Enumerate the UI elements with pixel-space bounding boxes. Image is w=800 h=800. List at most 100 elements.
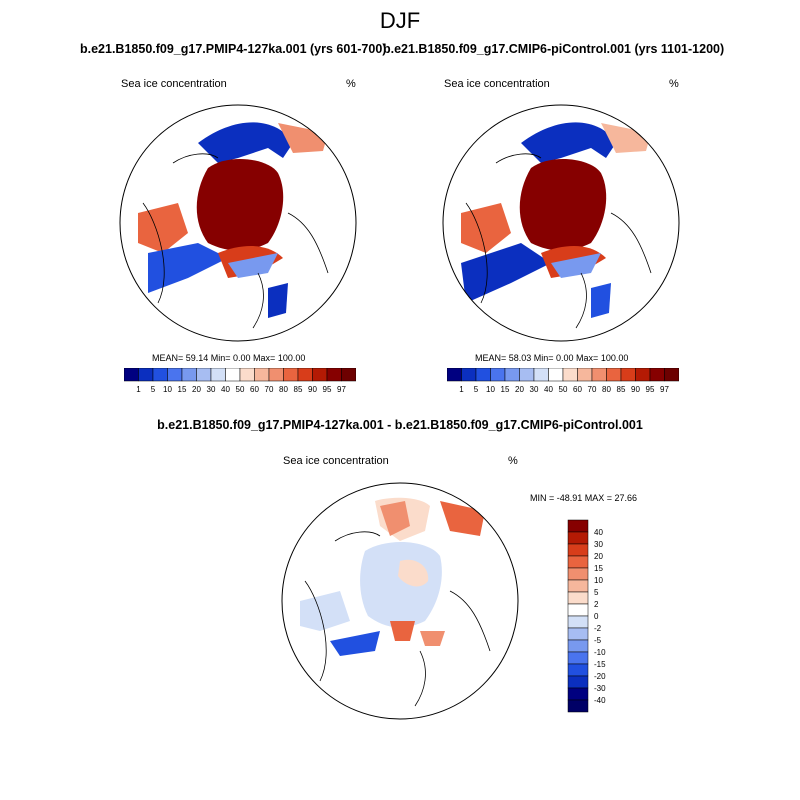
panel1-colorbar-box [138,368,154,382]
panel2-colorbar-label: 90 [631,385,640,394]
panel3-colorbar-label: -40 [594,696,606,705]
panel2-stats: MEAN= 58.03 Min= 0.00 Max= 100.00 [475,353,629,363]
panel3-colorbar-box [567,531,589,545]
panel2-colorbar-box [548,368,564,382]
panel2-colorbar-label: 40 [544,385,553,394]
panel3-colorbar-box [567,579,589,593]
panel3-title: b.e21.B1850.f09_g17.PMIP4-127ka.001 - b.… [157,418,643,432]
panel3-colorbar-box [567,555,589,569]
panel1-title: b.e21.B1850.f09_g17.PMIP4-127ka.001 (yrs… [80,42,387,56]
panel1-ice-labrador [148,243,228,293]
panel2-colorbar-label: 80 [602,385,611,394]
panel2-colorbar-box [620,368,636,382]
panel3-colorbar-box [567,687,589,701]
panel3-colorbar-label: 40 [594,528,603,537]
panel2-colorbar-box [490,368,506,382]
panel3-colorbar-box [567,543,589,557]
panel1-colorbar-box [225,368,241,382]
panel3-colorbar-box [567,519,589,533]
panel2-colorbar-label: 97 [660,385,669,394]
panel2-colorbar-box [562,368,578,382]
panel1-colorbar-label: 70 [265,385,274,394]
panel2-title: b.e21.B1850.f09_g17.CMIP6-piControl.001 … [383,42,725,56]
panel2-colorbar-box [461,368,477,382]
panel1-colorbar-label: 80 [279,385,288,394]
panel1-colorbar-label: 40 [221,385,230,394]
panel1-colorbar-box [268,368,284,382]
panel3-colorbar-box [567,663,589,677]
panel1-colorbar-box [181,368,197,382]
panel3-colorbar-label: -30 [594,684,606,693]
panel1-colorbar-label: 10 [163,385,172,394]
panel2-variable-label: Sea ice concentration [444,78,550,90]
panel2-colorbar-box [664,368,679,382]
panel1-colorbar-label: 5 [151,385,156,394]
panel3-stats: MIN = -48.91 MAX = 27.66 [530,493,638,503]
panel2-colorbar-box [577,368,593,382]
panel1-colorbar-box [239,368,255,382]
panel1-units-label: % [346,78,356,90]
panel2-colorbar-label: 30 [530,385,539,394]
figure-title: DJF [379,8,421,33]
panel3-colorbar-box [567,615,589,629]
panel1-colorbar-label: 50 [236,385,245,394]
panel3-colorbar-box [567,675,589,689]
panel1-stats: MEAN= 59.14 Min= 0.00 Max= 100.00 [152,353,306,363]
panel2-colorbar-box [504,368,520,382]
panel3-colorbar-label: 30 [594,540,603,549]
panel1-ice-arctic-core [196,158,284,251]
panel2-colorbar-label: 15 [501,385,510,394]
panel3-colorbar-box [567,627,589,641]
panel3-colorbar-label: -20 [594,672,606,681]
panel1-colorbar-label: 85 [294,385,303,394]
panel3-polar-map [281,482,519,720]
panel2-colorbar-label: 95 [646,385,655,394]
panel2-colorbar-label: 20 [515,385,524,394]
panel2-colorbar-label: 60 [573,385,582,394]
panel3-colorbar-box [567,651,589,665]
panel3-colorbar-label: 0 [594,612,599,621]
panel1-colorbar-box [326,368,342,382]
panel3-colorbar-label: -10 [594,648,606,657]
panel1-colorbar-box [312,368,328,382]
panel2-colorbar-box [649,368,665,382]
panel1-colorbar-label: 97 [337,385,346,394]
panel3-colorbar-label: 20 [594,552,603,561]
panel2-colorbar-label: 50 [559,385,568,394]
panel1-polar-map [119,104,357,342]
panel2-colorbar-box [519,368,535,382]
panel1-colorbar: 1 5 10 15 20 30 40 50 60 70 80 85 90 95 97 [124,368,356,394]
panel2-colorbar-label: 5 [474,385,479,394]
panel3-colorbar-label: 5 [594,588,599,597]
panel3-colorbar-box [567,567,589,581]
panel2-colorbar-label: 85 [617,385,626,394]
panel2-colorbar-box [475,368,491,382]
panel1-colorbar-box [167,368,183,382]
panel1-colorbar-box [254,368,270,382]
panel2-colorbar-box [447,368,462,382]
panel1-colorbar-box [196,368,212,382]
panel1-colorbar-box [297,368,313,382]
panel3-colorbar-label: 10 [594,576,603,585]
panel3-colorbar-label: 15 [594,564,603,573]
panel1-colorbar-label: 90 [308,385,317,394]
panel2-colorbar-label: 70 [588,385,597,394]
panel2-colorbar-box [635,368,651,382]
panel3-variable-label: Sea ice concentration [283,455,389,467]
panel3-colorbar-label: -5 [594,636,602,645]
panel2-colorbar-box [606,368,622,382]
panel1-colorbar-box [124,368,139,382]
panel1-colorbar-box [283,368,299,382]
panel1-colorbar-label: 15 [178,385,187,394]
panel1-ice-north-pacific [198,122,293,163]
panel2-colorbar-label: 1 [459,385,464,394]
panel3-colorbar-label: -2 [594,624,602,633]
panel2-colorbar-box [533,368,549,382]
panel1-colorbar-label: 1 [136,385,141,394]
panel1-colorbar-label: 30 [207,385,216,394]
panel2-polar-map [442,104,680,342]
panel1-colorbar-label: 60 [250,385,259,394]
panel1-colorbar-box [341,368,356,382]
panel3-colorbar-box [567,699,589,713]
